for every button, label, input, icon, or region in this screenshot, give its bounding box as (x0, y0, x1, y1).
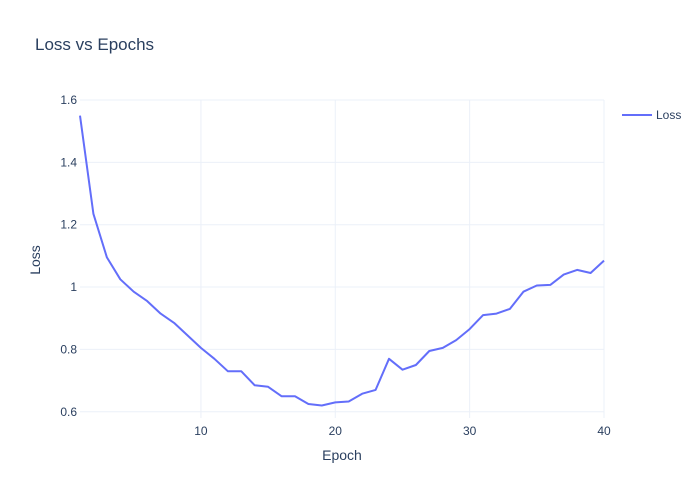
x-axis-label: Epoch (322, 447, 362, 463)
y-tick-label: 0.8 (60, 342, 77, 356)
y-tick-label: 1.4 (60, 155, 77, 169)
y-axis-ticks: 0.6 0.8 1 1.2 1.4 1.6 (60, 93, 77, 419)
y-tick-label: 0.6 (60, 405, 77, 419)
x-axis-ticks: 10 20 30 40 (194, 424, 611, 438)
y-axis-label: Loss (27, 245, 43, 275)
gridlines (80, 99, 605, 418)
legend[interactable]: Loss (622, 108, 681, 122)
x-tick-label: 40 (597, 424, 611, 438)
y-tick-label: 1.2 (60, 218, 77, 232)
loss-series-line[interactable] (79, 115, 605, 407)
series-layer (79, 115, 605, 407)
x-tick-label: 30 (463, 424, 477, 438)
y-tick-label: 1.6 (60, 93, 77, 107)
x-tick-label: 20 (329, 424, 343, 438)
x-tick-label: 10 (194, 424, 208, 438)
legend-label: Loss (656, 108, 681, 122)
y-tick-label: 1 (70, 280, 77, 294)
chart-title: Loss vs Epochs (35, 35, 154, 54)
